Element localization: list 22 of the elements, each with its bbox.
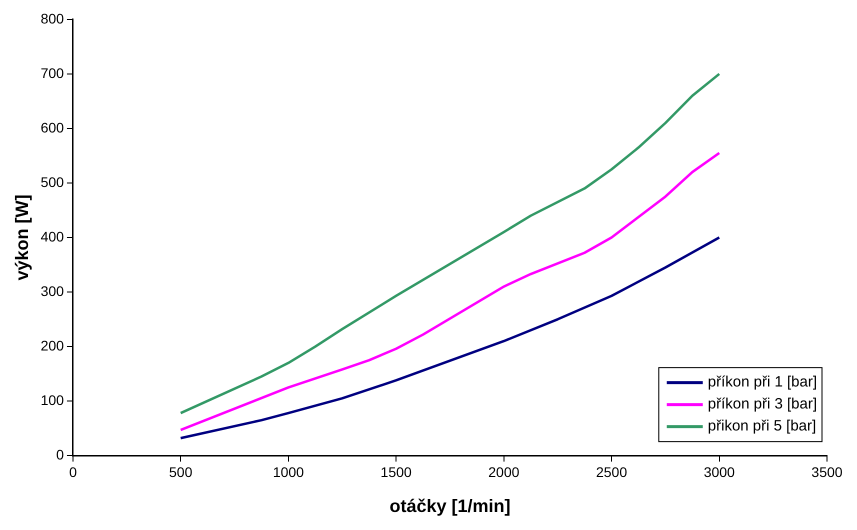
x-tick-label: 3500 [811,464,843,480]
y-tick-label: 400 [40,228,64,244]
x-tick-label: 1500 [380,464,412,480]
x-tick-label: 2000 [488,464,520,480]
y-tick-label: 500 [40,174,64,190]
y-axis-title: výkon [W] [12,194,32,281]
legend-label: příkon při 1 [bar] [708,374,817,391]
y-tick-label: 600 [40,119,64,136]
x-tick-label: 2500 [596,464,628,480]
y-tick-label: 100 [40,392,64,408]
legend-label: příkon při 3 [bar] [708,396,817,413]
x-tick-label: 3000 [704,464,736,480]
x-tick-label: 0 [69,464,78,480]
y-tick-label: 800 [40,10,64,26]
y-tick-label: 200 [40,337,64,354]
y-tick-label: 300 [40,282,64,299]
x-tick-label: 1000 [272,464,304,480]
x-axis-title: otáčky [1/min] [389,496,511,516]
y-tick-label: 700 [40,64,64,81]
x-tick-label: 500 [169,464,193,480]
legend-label: přikon při 5 [bar] [708,418,816,435]
y-tick-label: 0 [56,446,64,462]
